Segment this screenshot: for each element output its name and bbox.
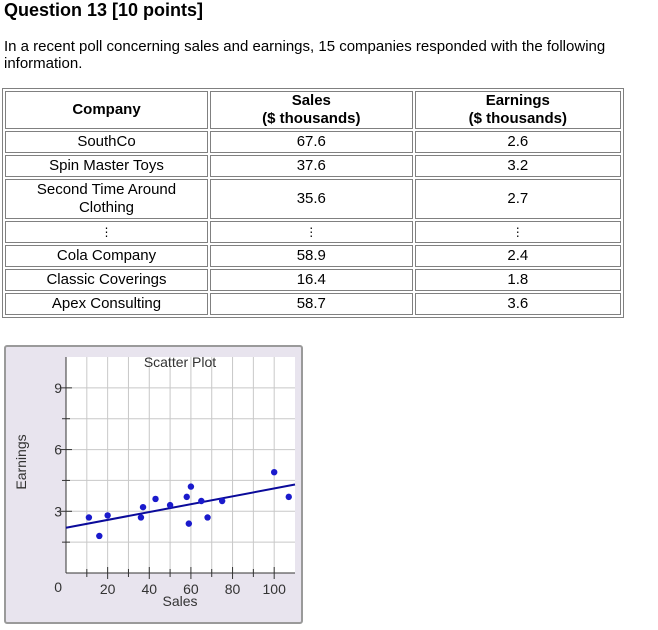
scatter-point [218,497,226,505]
earnings-ellipsis-cell: ⋮ [414,221,621,243]
sales-cell: 58.9 [210,245,413,267]
scatter-point [104,512,111,519]
x-tick-label: 60 [183,581,199,597]
company-cell-line1: Second Time Around [36,181,177,198]
company-cell-line2: Clothing [78,199,135,216]
sales-cell: 37.6 [210,155,413,177]
table-row-ellipsis: ⋮ ⋮ ⋮ [5,221,621,243]
question-text: In a recent poll concerning sales and ea… [4,38,606,72]
table-row: Apex Consulting 58.7 3.6 [5,293,621,315]
earnings-cell: 3.6 [414,293,621,315]
table-row: Second Time Around Clothing 35.6 2.7 [5,179,621,219]
company-column-header: Company [5,91,208,129]
x-tick-label: 80 [225,581,241,597]
sales-cell: 67.6 [210,131,413,153]
company-cell: Spin Master Toys [5,155,208,177]
y-tick-label: 6 [54,442,62,458]
earnings-header-line2: ($ thousands) [468,110,567,127]
company-cell: Apex Consulting [5,293,208,315]
sales-cell: 35.6 [210,179,413,219]
scatter-point [270,469,278,476]
earnings-cell: 3.2 [414,155,621,177]
table-row: Classic Coverings 16.4 1.8 [5,269,621,291]
scatter-point [183,493,190,501]
plot-area-background [66,357,295,573]
company-cell: Second Time Around Clothing [5,179,208,219]
scatter-point [198,497,205,505]
scatter-point [85,514,93,521]
earnings-cell: 2.6 [414,131,621,153]
scatter-plot-panel: 20 40 60 80 100 3 6 9 0 Scatter Plot Sales Earnings [4,345,303,624]
scatter-point [137,514,145,521]
scatter-point [204,514,211,521]
table-header-row: Company Sales ($ thousands) Earnings ($ … [5,91,621,129]
earnings-cell: 1.8 [414,269,621,291]
company-data-table: Company Sales ($ thousands) Earnings ($ … [2,88,624,318]
trend-line [65,483,296,529]
earnings-column-header: Earnings ($ thousands) [414,91,621,129]
x-tick-label: 20 [100,581,116,597]
company-ellipsis-cell: ⋮ [5,221,208,243]
scatter-point [152,495,159,503]
table-row: SouthCo 67.6 2.6 [5,131,621,153]
company-cell: Cola Company [5,245,208,267]
sales-cell: 58.7 [210,293,413,315]
sales-header-line2: ($ thousands) [262,110,361,127]
x-axis-label: Sales [162,593,197,609]
table-row: Cola Company 58.9 2.4 [5,245,621,267]
x-tick-label: 100 [263,581,287,597]
scatter-point [96,532,103,540]
scatter-point [285,493,292,501]
company-header-label: Company [72,101,141,118]
y-tick-label: 3 [54,503,62,519]
scatter-point [139,503,147,511]
scatter-point [187,483,195,490]
scatter-point [166,501,174,509]
sales-header-line1: Sales [291,92,331,109]
sales-column-header: Sales ($ thousands) [210,91,413,129]
table-row: Spin Master Toys 37.6 3.2 [5,155,621,177]
company-cell: SouthCo [5,131,208,153]
earnings-cell: 2.7 [414,179,621,219]
earnings-cell: 2.4 [414,245,621,267]
chart-title: Scatter Plot [144,354,216,370]
question-title: Question 13 [10 points] [4,0,204,20]
sales-cell: 16.4 [210,269,413,291]
scatter-plot-chart: 20 40 60 80 100 3 6 9 0 Scatter Plot Sales Earnings [13,354,296,609]
scatter-point [185,520,193,527]
y-axis-label: Earnings [13,434,29,489]
x-tick-label: 40 [141,581,157,597]
company-cell: Classic Coverings [5,269,208,291]
y-tick-label: 9 [54,380,62,396]
origin-label: 0 [54,579,62,595]
earnings-header-line1: Earnings [485,92,550,109]
sales-ellipsis-cell: ⋮ [210,221,413,243]
